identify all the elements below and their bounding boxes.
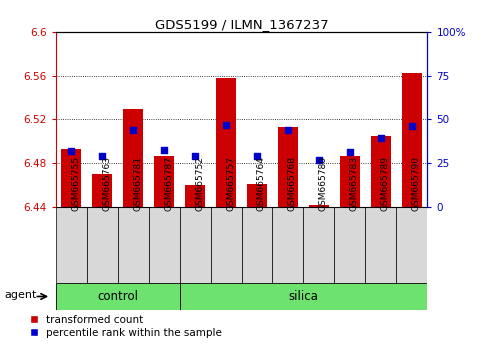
Bar [309, 205, 329, 207]
Text: GSM665763: GSM665763 [102, 156, 111, 211]
Point [346, 149, 354, 155]
Bar [340, 156, 360, 207]
Text: GSM665768: GSM665768 [288, 156, 297, 211]
Point [67, 148, 75, 154]
Bar [56, 283, 180, 310]
Point [408, 123, 416, 129]
Point [253, 153, 261, 159]
Bar [123, 109, 143, 207]
Bar [180, 207, 211, 283]
Bar [272, 207, 303, 283]
Point [284, 127, 292, 133]
Bar [149, 207, 180, 283]
Text: GSM665783: GSM665783 [350, 156, 359, 211]
Text: silica: silica [288, 290, 318, 303]
Bar [216, 78, 236, 207]
Bar [211, 207, 242, 283]
Bar [61, 149, 81, 207]
Point [315, 157, 323, 163]
Point [377, 135, 385, 141]
Bar [180, 283, 427, 310]
Text: GSM665757: GSM665757 [226, 156, 235, 211]
Text: control: control [97, 290, 138, 303]
Bar [303, 207, 334, 283]
Point [222, 122, 230, 128]
Text: GSM665780: GSM665780 [319, 156, 328, 211]
Bar [371, 136, 391, 207]
Bar [247, 184, 267, 207]
Bar [86, 207, 117, 283]
Text: GSM665764: GSM665764 [257, 156, 266, 211]
Bar [278, 127, 298, 207]
Bar [154, 156, 174, 207]
Text: GSM665752: GSM665752 [195, 156, 204, 211]
Bar [397, 207, 427, 283]
Point [160, 147, 168, 153]
Point [129, 127, 137, 133]
Text: GSM665781: GSM665781 [133, 156, 142, 211]
Bar [334, 207, 366, 283]
Legend: transformed count, percentile rank within the sample: transformed count, percentile rank withi… [29, 315, 222, 338]
Text: GSM665755: GSM665755 [71, 156, 80, 211]
Point [191, 153, 199, 159]
Bar [56, 207, 86, 283]
Text: GSM665790: GSM665790 [412, 156, 421, 211]
Bar [242, 207, 272, 283]
Bar [117, 207, 149, 283]
Bar [185, 185, 205, 207]
Bar [92, 174, 112, 207]
Bar [366, 207, 397, 283]
Title: GDS5199 / ILMN_1367237: GDS5199 / ILMN_1367237 [155, 18, 328, 31]
Text: GSM665787: GSM665787 [164, 156, 173, 211]
Text: agent: agent [4, 290, 37, 300]
Bar [402, 74, 422, 207]
Point [98, 153, 106, 159]
Text: GSM665789: GSM665789 [381, 156, 390, 211]
